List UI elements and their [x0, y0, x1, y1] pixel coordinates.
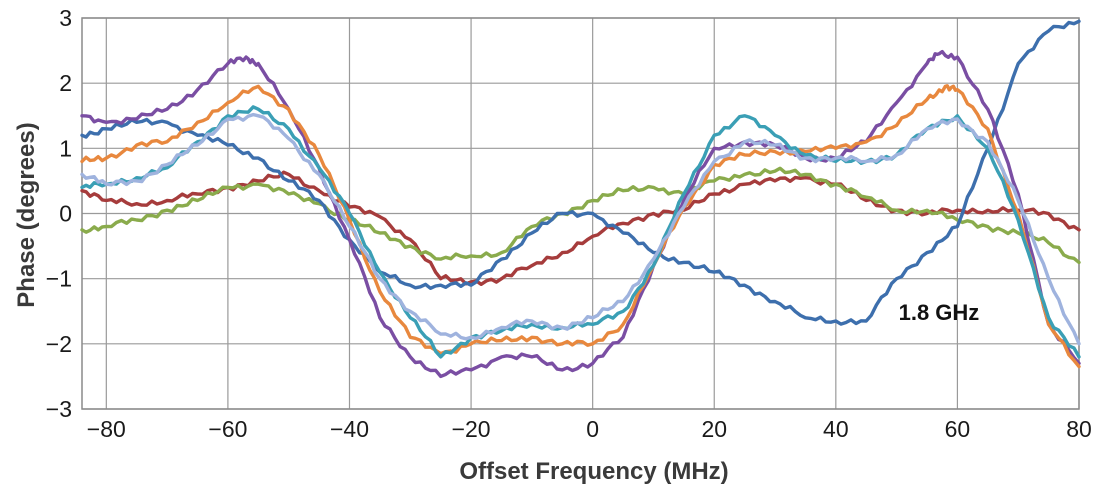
y-axis-title: Phase (degrees): [13, 122, 40, 307]
x-tick-label: 80: [1066, 416, 1092, 442]
y-tick-label: −1: [46, 266, 72, 292]
y-tick-label: −2: [46, 331, 72, 357]
x-tick-label: 40: [823, 416, 849, 442]
annotations: 1.8 GHz: [899, 300, 980, 325]
x-tick-label: −40: [330, 416, 369, 442]
y-tick-label: 2: [59, 70, 72, 96]
y-tick-labels: −3 −2 −1 0 1 2 3: [46, 5, 72, 422]
x-tick-label: −20: [452, 416, 491, 442]
y-tick-label: 0: [59, 201, 72, 227]
x-tick-label: −60: [208, 416, 247, 442]
annotation-label: 1.8 GHz: [899, 300, 980, 325]
x-tick-label: 60: [945, 416, 971, 442]
x-tick-label: 0: [586, 416, 599, 442]
x-tick-label: −80: [87, 416, 126, 442]
y-tick-label: −3: [46, 396, 72, 422]
y-tick-label: 3: [59, 5, 72, 31]
y-tick-label: 1: [59, 135, 72, 161]
series-group: [80, 19, 1081, 379]
series-line-5: [80, 84, 1081, 369]
x-axis-title: Offset Frequency (MHz): [459, 458, 728, 485]
series-line-2: [80, 166, 1081, 265]
series-line-1: [80, 170, 1081, 286]
x-tick-labels: −80 −60 −40 −20 0 20 40 60 80: [87, 416, 1092, 442]
plot-frame: [81, 17, 1080, 410]
series-line-4: [80, 49, 1081, 379]
series-line-7: [80, 112, 1081, 346]
series-line-3: [80, 19, 1081, 326]
x-tick-label: 20: [701, 416, 727, 442]
